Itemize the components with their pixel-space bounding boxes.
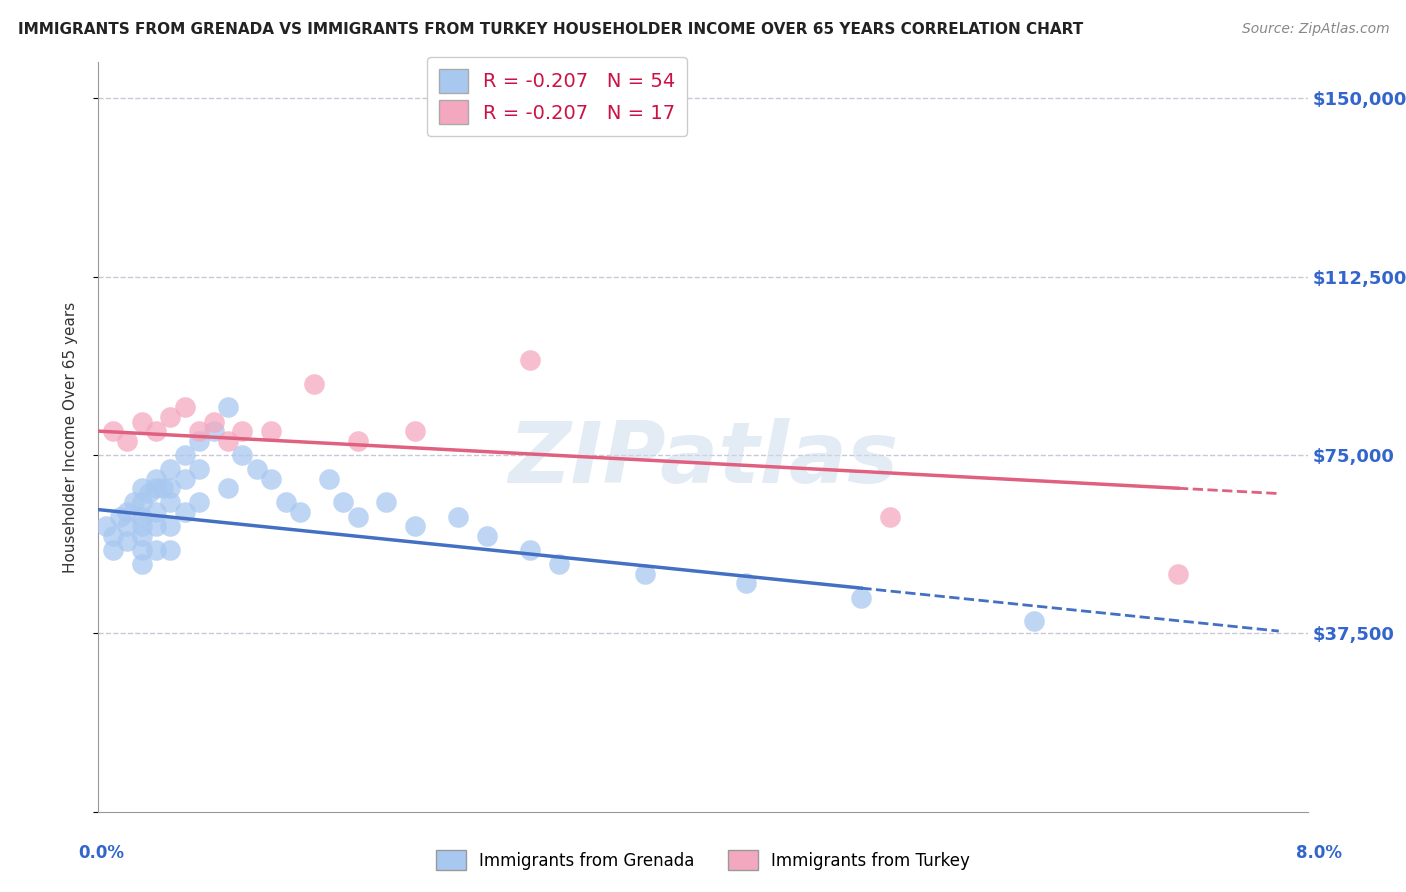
- Legend: R = -0.207   N = 54, R = -0.207   N = 17: R = -0.207 N = 54, R = -0.207 N = 17: [427, 57, 688, 136]
- Point: [173, 401, 195, 415]
- Point: [1022, 615, 1045, 629]
- Point: [145, 519, 167, 533]
- Point: [519, 352, 541, 367]
- Point: [260, 424, 283, 438]
- Point: [159, 519, 181, 533]
- Point: [145, 543, 167, 558]
- Text: Source: ZipAtlas.com: Source: ZipAtlas.com: [1241, 22, 1389, 37]
- Point: [246, 462, 269, 476]
- Point: [346, 509, 368, 524]
- Point: [159, 495, 181, 509]
- Point: [217, 401, 239, 415]
- Point: [145, 505, 167, 519]
- Point: [159, 462, 181, 476]
- Point: [332, 495, 354, 509]
- Y-axis label: Householder Income Over 65 years: Householder Income Over 65 years: [63, 301, 77, 573]
- Point: [447, 509, 470, 524]
- Point: [101, 543, 124, 558]
- Point: [217, 434, 239, 448]
- Point: [131, 415, 153, 429]
- Legend: Immigrants from Grenada, Immigrants from Turkey: Immigrants from Grenada, Immigrants from…: [436, 850, 970, 871]
- Point: [231, 424, 253, 438]
- Point: [131, 529, 153, 543]
- Point: [115, 533, 138, 548]
- Point: [202, 424, 225, 438]
- Text: 8.0%: 8.0%: [1296, 844, 1341, 862]
- Point: [375, 495, 398, 509]
- Point: [94, 519, 117, 533]
- Point: [188, 424, 211, 438]
- Point: [304, 376, 326, 391]
- Point: [115, 505, 138, 519]
- Text: 0.0%: 0.0%: [79, 844, 124, 862]
- Point: [145, 481, 167, 495]
- Point: [735, 576, 758, 591]
- Point: [101, 529, 124, 543]
- Point: [131, 509, 153, 524]
- Point: [217, 481, 239, 495]
- Point: [346, 434, 368, 448]
- Point: [318, 472, 340, 486]
- Point: [519, 543, 541, 558]
- Point: [202, 415, 225, 429]
- Point: [145, 424, 167, 438]
- Point: [475, 529, 498, 543]
- Point: [131, 543, 153, 558]
- Point: [138, 486, 160, 500]
- Point: [851, 591, 873, 605]
- Point: [131, 558, 153, 572]
- Point: [131, 481, 153, 495]
- Point: [108, 509, 131, 524]
- Point: [115, 519, 138, 533]
- Point: [159, 409, 181, 424]
- Point: [131, 495, 153, 509]
- Point: [152, 481, 174, 495]
- Point: [634, 566, 657, 581]
- Point: [188, 434, 211, 448]
- Text: IMMIGRANTS FROM GRENADA VS IMMIGRANTS FROM TURKEY HOUSEHOLDER INCOME OVER 65 YEA: IMMIGRANTS FROM GRENADA VS IMMIGRANTS FR…: [18, 22, 1084, 37]
- Point: [274, 495, 297, 509]
- Point: [288, 505, 311, 519]
- Text: ZIPatlas: ZIPatlas: [508, 418, 898, 501]
- Point: [173, 505, 195, 519]
- Point: [879, 509, 901, 524]
- Point: [188, 495, 211, 509]
- Point: [159, 481, 181, 495]
- Point: [1167, 566, 1189, 581]
- Point: [188, 462, 211, 476]
- Point: [231, 448, 253, 462]
- Point: [548, 558, 571, 572]
- Point: [131, 519, 153, 533]
- Point: [115, 434, 138, 448]
- Point: [260, 472, 283, 486]
- Point: [124, 495, 146, 509]
- Point: [101, 424, 124, 438]
- Point: [173, 448, 195, 462]
- Point: [159, 543, 181, 558]
- Point: [404, 519, 426, 533]
- Point: [145, 472, 167, 486]
- Point: [404, 424, 426, 438]
- Point: [173, 472, 195, 486]
